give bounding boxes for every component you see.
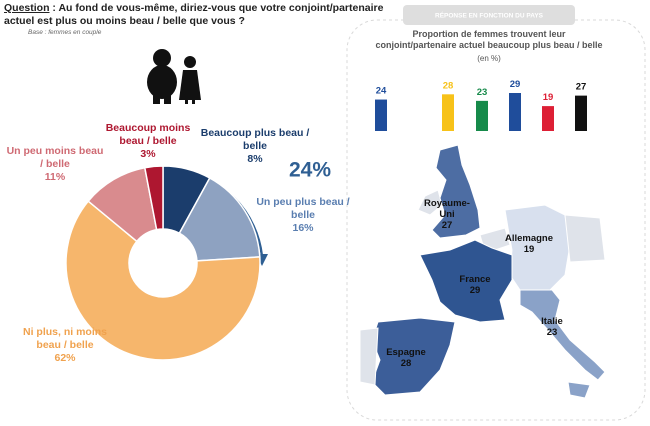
segment-label: Beaucoup moins beau / belle 3% [98,122,198,161]
segment-name: Ni plus, ni moins beau / belle [22,326,107,351]
country-name: Espagne [386,347,426,358]
segment-name: Un peu plus beau / belle [256,196,350,221]
bar [542,106,554,131]
uk [431,144,481,239]
donut-segment [65,200,261,361]
map-label: Allemagne 19 [499,233,559,255]
panel-subtitle: (en %) [477,54,501,63]
panel-header-bg [403,5,575,25]
poland [564,214,606,263]
bar-value: 19 [543,92,554,103]
portugal [359,327,379,386]
question-text: : Au fond de vous-même, diriez-vous que … [4,2,384,27]
segment-value: 3% [140,148,156,160]
country-value: 19 [523,244,535,255]
question: Question : Au fond de vous-même, diriez-… [4,2,384,28]
panel-title-1: Proportion de femmes trouvent leur [412,29,566,39]
bar [476,100,488,131]
segment-name: Beaucoup plus beau / belle [200,127,310,152]
segment-value: 11% [44,171,66,183]
question-label: Question [4,2,50,14]
country-value: 23 [546,327,558,338]
map-label: France 29 [450,274,500,296]
country-value: 29 [469,285,481,296]
segment-name: Un peu moins beau / belle [6,145,104,170]
bar [442,94,454,131]
segment-value: 16% [292,222,314,234]
bar [575,95,587,131]
segment-label: Un peu plus beau / belle 16% [253,196,353,235]
bar-value: 24 [376,86,387,97]
segment-label: Beaucoup plus beau / belle 8% [200,127,310,166]
segment-value: 8% [247,153,263,165]
country-value: 27 [441,220,453,231]
couple-icon [147,49,201,104]
bar [509,93,521,131]
spain [371,317,456,396]
map-label: Italie 23 [532,316,572,338]
callout-total: 24% [289,159,331,182]
segment-name: Beaucoup moins beau / belle [105,122,191,147]
map-label: Royaume-Uni 27 [422,198,472,231]
bar-value: 28 [443,80,454,91]
base: Base : femmes en couple [28,29,102,36]
country-name: Royaume-Uni [424,198,470,220]
bar-value: 27 [576,82,587,93]
panel-header: RÉPONSE EN FONCTION DU PAYS [435,11,544,20]
sicily [567,381,591,399]
segment-label: Ni plus, ni moins beau / belle 62% [20,326,110,365]
map-label: Espagne 28 [381,347,431,369]
country-name: Italie [541,316,563,327]
country-name: France [459,274,491,285]
segment-label: Un peu moins beau / belle 11% [5,145,105,184]
country-name: Allemagne [504,233,554,244]
ireland [417,189,443,216]
panel-title-2: conjoint/partenaire actuel beaucoup plus… [375,40,602,50]
bar-value: 23 [477,87,488,98]
segment-value: 62% [54,352,76,364]
bar [375,99,387,131]
country-value: 28 [400,358,412,369]
france [419,239,513,323]
map [359,144,606,399]
italy [519,289,606,381]
donut-segment [143,165,164,231]
bar-value: 29 [510,79,521,90]
